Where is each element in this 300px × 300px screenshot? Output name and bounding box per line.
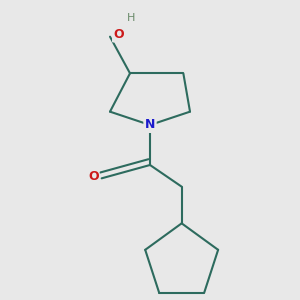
Text: O: O xyxy=(88,170,99,183)
Text: O: O xyxy=(113,28,124,41)
Text: N: N xyxy=(145,118,155,131)
Text: H: H xyxy=(127,13,135,23)
